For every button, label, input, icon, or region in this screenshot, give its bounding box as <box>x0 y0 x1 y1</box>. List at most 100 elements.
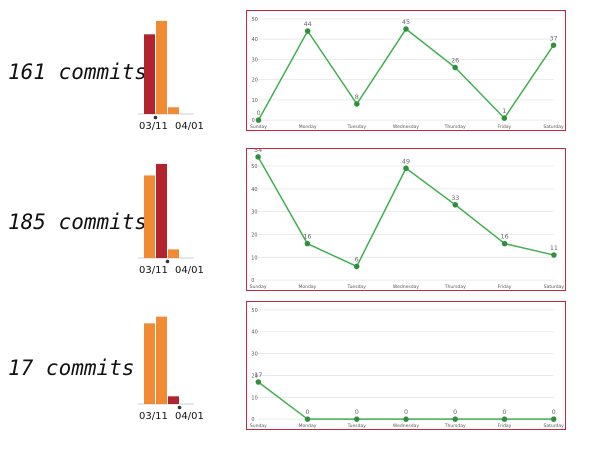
data-point <box>354 264 360 270</box>
x-tick-label: Monday <box>299 423 317 429</box>
bar <box>156 317 167 404</box>
data-point <box>305 241 311 247</box>
data-label: 0 <box>306 408 310 416</box>
data-label: 0 <box>552 408 556 416</box>
data-point <box>403 416 409 422</box>
data-label: 44 <box>304 20 312 28</box>
data-label: 26 <box>451 57 459 65</box>
data-point <box>551 42 557 48</box>
x-tick-label: Tuesday <box>347 284 367 290</box>
bar <box>156 164 167 258</box>
data-point <box>453 202 459 208</box>
data-label: 33 <box>451 194 459 202</box>
data-point <box>305 416 311 422</box>
x-tick-label: Tuesday <box>347 124 367 130</box>
data-label: 49 <box>402 157 410 165</box>
y-tick-label: 50 <box>251 308 257 314</box>
commit-row-2: 185 commits 03/11 04/01 0 10 20 30 40 50 54 16 6 4… <box>0 146 591 286</box>
data-point <box>403 166 409 172</box>
y-tick-label: 30 <box>251 352 257 358</box>
x-tick-label: Wednesday <box>393 124 419 130</box>
commit-count-label: 185 commits <box>8 210 140 234</box>
x-tick-label: Thursday <box>444 423 466 429</box>
x-tick-label: 03/11 <box>139 411 168 422</box>
bar <box>144 175 155 258</box>
commit-row-3: 17 commits 03/11 04/01 0 10 20 30 40 50 17 0 0 0 0 0… <box>0 298 591 438</box>
data-label: 37 <box>549 34 557 42</box>
x-tick-label: 03/11 <box>139 265 168 276</box>
data-point <box>255 154 261 160</box>
x-tick-label: Tuesday <box>347 423 367 429</box>
y-tick-label: 10 <box>252 98 258 104</box>
x-tick-label: Wednesday <box>393 284 419 290</box>
mini-bar-chart: 03/11 04/01 <box>136 10 206 135</box>
bar <box>144 34 155 114</box>
data-label: 45 <box>402 18 410 26</box>
y-tick-label: 50 <box>252 17 258 23</box>
data-label: 6 <box>355 256 359 264</box>
bar <box>168 249 179 258</box>
x-tick-label: Saturday <box>544 284 565 290</box>
y-tick-label: 20 <box>251 232 257 238</box>
data-point <box>256 117 262 123</box>
data-label: 11 <box>550 244 558 252</box>
selected-marker-dot <box>166 260 170 264</box>
data-label: 17 <box>254 371 262 379</box>
bar <box>168 396 179 404</box>
data-point <box>354 101 360 107</box>
y-tick-label: 0 <box>251 278 254 284</box>
x-tick-label: Friday <box>498 423 512 429</box>
x-tick-label: Monday <box>299 124 317 130</box>
y-tick-label: 0 <box>251 417 254 423</box>
data-point <box>551 252 557 258</box>
y-tick-label: 50 <box>251 164 257 170</box>
data-label: 54 <box>254 148 262 154</box>
data-point <box>502 115 508 121</box>
x-tick-label: Saturday <box>543 124 564 130</box>
data-label: 16 <box>303 233 311 241</box>
x-tick-label: 03/11 <box>139 121 168 132</box>
x-tick-label: Thursday <box>444 124 466 130</box>
bar <box>144 323 155 404</box>
data-point <box>452 416 458 422</box>
data-point <box>354 416 360 422</box>
data-point <box>502 416 508 422</box>
data-point <box>256 379 262 385</box>
x-tick-label: Friday <box>498 284 512 290</box>
bar <box>156 21 167 114</box>
y-tick-label: 10 <box>251 395 257 401</box>
data-label: 16 <box>501 233 509 241</box>
weekday-line-chart: 0 10 20 30 40 50 0 44 8 45 26 1 37 Sunday Monday Tuesda… <box>246 10 566 131</box>
y-tick-label: 10 <box>251 255 257 261</box>
data-point <box>305 28 311 34</box>
x-tick-label: Thursday <box>444 284 466 290</box>
data-point <box>403 26 409 32</box>
x-tick-label: 04/01 <box>175 265 204 276</box>
series-line <box>258 29 553 120</box>
data-point <box>502 241 508 247</box>
commit-row-1: 161 commits 03/11 04/01 0 10 20 30 40 50 0 44 8 45… <box>0 0 591 140</box>
data-point <box>452 65 458 71</box>
y-tick-label: 40 <box>252 37 258 43</box>
y-tick-label: 30 <box>252 57 258 63</box>
y-tick-label: 20 <box>252 78 258 84</box>
data-label: 0 <box>404 408 408 416</box>
weekday-line-chart: 0 10 20 30 40 50 54 16 6 49 33 16 11 Sunday Monday Tues… <box>246 148 566 291</box>
data-label: 0 <box>502 408 506 416</box>
x-tick-label: Sunday <box>250 124 267 130</box>
mini-bar-chart: 03/11 04/01 <box>136 154 206 279</box>
commit-count-label: 17 commits <box>8 356 140 380</box>
commit-count-label: 161 commits <box>8 60 140 84</box>
y-tick-label: 30 <box>251 210 257 216</box>
y-tick-label: 0 <box>252 118 255 124</box>
data-label: 1 <box>502 107 506 115</box>
x-tick-label: Sunday <box>250 284 267 290</box>
selected-marker-dot <box>178 406 182 410</box>
selected-marker-dot <box>154 116 158 120</box>
y-tick-label: 40 <box>251 187 257 193</box>
data-label: 8 <box>355 93 359 101</box>
x-tick-label: Sunday <box>250 423 267 429</box>
data-label: 0 <box>256 109 260 117</box>
x-tick-label: 04/01 <box>175 411 204 422</box>
